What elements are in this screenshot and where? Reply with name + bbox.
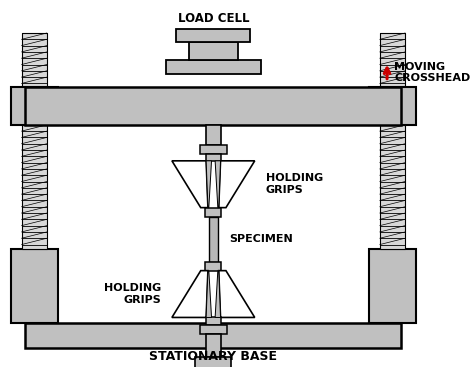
Bar [200,325,227,334]
Bar [380,33,405,87]
Bar [22,33,47,87]
Bar [25,323,401,348]
Text: LOAD CELL: LOAD CELL [178,12,249,25]
Bar [195,357,231,371]
Bar [206,153,220,161]
Bar [206,125,220,145]
Polygon shape [172,161,208,208]
Bar [380,125,405,249]
Bar [200,145,227,153]
Bar [206,334,220,357]
Bar [176,30,250,42]
Text: HOLDING
GRIPS: HOLDING GRIPS [104,283,161,305]
Bar [11,87,58,125]
Polygon shape [219,271,255,318]
Text: HOLDING
GRIPS: HOLDING GRIPS [265,174,323,195]
Bar [165,60,261,74]
Bar [22,125,47,249]
Bar [189,42,237,60]
Bar [25,87,401,125]
Bar [209,217,218,262]
Bar [369,87,416,125]
Text: STATIONARY BASE: STATIONARY BASE [149,350,277,363]
Text: SPECIMEN: SPECIMEN [229,234,293,244]
Polygon shape [215,161,220,208]
Polygon shape [215,271,220,318]
Bar [205,262,221,271]
Bar [11,249,58,323]
Polygon shape [219,161,255,208]
Polygon shape [206,271,211,318]
Bar [369,249,416,323]
Polygon shape [206,161,211,208]
Polygon shape [172,271,208,318]
Text: MOVING
CROSSHEAD: MOVING CROSSHEAD [394,62,471,83]
Bar [206,318,220,325]
Bar [205,208,221,217]
